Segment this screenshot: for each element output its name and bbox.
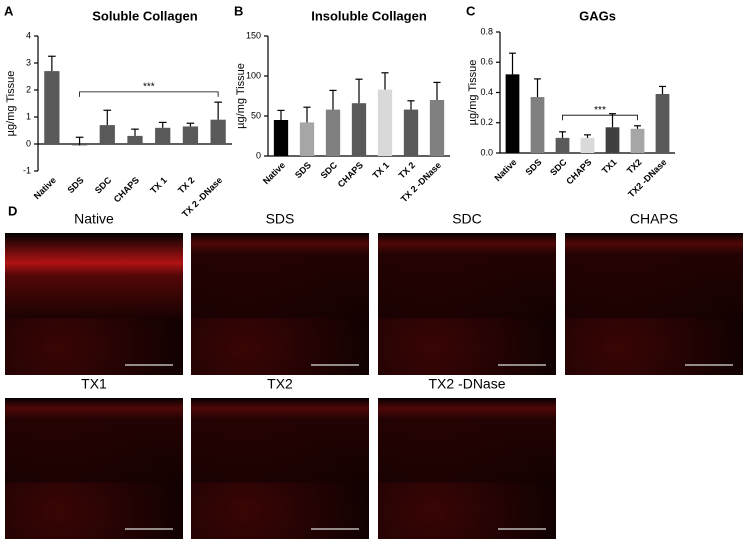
- y-tick-label: 0.8: [480, 26, 493, 36]
- y-axis-label: µg/mg Tissue: [467, 60, 479, 126]
- bar: [630, 128, 645, 153]
- x-tick-label: SDS: [523, 157, 543, 177]
- panel-label: C: [466, 3, 476, 18]
- y-tick-label: 3: [26, 57, 31, 67]
- bar: [99, 125, 115, 144]
- image-label: TX2 -DNase: [428, 376, 505, 392]
- bar: [299, 122, 315, 156]
- x-tick-label: TX 2: [176, 175, 197, 196]
- x-tick-label: CHAPS: [564, 157, 593, 186]
- y-tick-label: 0: [256, 150, 261, 160]
- panel-label: A: [4, 3, 14, 18]
- x-tick-label: Native: [261, 160, 287, 186]
- image-label: SDS: [266, 211, 295, 227]
- y-tick-label: 100: [246, 70, 261, 80]
- bar: [182, 126, 199, 144]
- image-label: SDC: [452, 211, 482, 227]
- tissue-edge: [191, 233, 369, 319]
- tissue-edge: [5, 233, 183, 319]
- image-label: Native: [74, 211, 114, 227]
- bar: [403, 109, 419, 156]
- y-tick-label: -1: [23, 165, 31, 175]
- x-tick-label: CHAPS: [112, 175, 141, 204]
- x-tick-label: SDS: [66, 175, 86, 195]
- panel-label: B: [234, 3, 243, 18]
- bar: [377, 89, 393, 156]
- x-tick-label: SDS: [293, 160, 313, 180]
- bar: [273, 120, 289, 156]
- y-tick-label: 4: [26, 30, 31, 40]
- x-tick-label: Native: [492, 157, 518, 183]
- bar: [325, 109, 341, 156]
- x-tick-label: Native: [32, 175, 58, 201]
- y-tick-label: 0.6: [480, 57, 493, 67]
- x-tick-label: TX 1: [148, 175, 169, 196]
- chart-title: GAGs: [579, 8, 616, 23]
- x-tick-label: SDC: [93, 175, 114, 196]
- image-label: TX2: [267, 376, 293, 392]
- chart-title: Soluble Collagen: [92, 8, 198, 23]
- significance-bracket: [562, 114, 638, 121]
- bar: [555, 137, 570, 153]
- y-tick-label: 150: [246, 30, 261, 40]
- bar: [605, 127, 620, 153]
- y-tick-label: 0.4: [480, 87, 493, 97]
- bar: [505, 74, 520, 153]
- bar: [530, 97, 545, 153]
- y-tick-label: 0: [26, 138, 31, 148]
- tissue-edge: [191, 398, 369, 483]
- y-tick-label: 0.2: [480, 117, 493, 127]
- bar: [580, 137, 595, 153]
- y-tick-label: 0.0: [480, 147, 493, 157]
- tissue-edge: [378, 233, 556, 319]
- y-tick-label: 2: [26, 84, 31, 94]
- bar: [655, 94, 670, 153]
- bar: [44, 71, 60, 144]
- x-tick-label: TX2: [625, 157, 644, 176]
- bar: [127, 135, 143, 144]
- y-axis-label: µg/mg Tissue: [5, 71, 17, 137]
- x-tick-label: TX1: [600, 157, 619, 176]
- y-axis-label: µg/mg Tissue: [235, 63, 247, 129]
- bar: [429, 100, 445, 156]
- significance-label: ***: [143, 82, 155, 93]
- tissue-edge: [378, 398, 556, 483]
- significance-label: ***: [594, 105, 606, 116]
- significance-bracket: [79, 91, 219, 97]
- x-tick-label: SDC: [548, 157, 569, 178]
- chart-title: Insoluble Collagen: [311, 8, 427, 23]
- image-label: TX1: [81, 376, 107, 392]
- bar: [351, 103, 367, 156]
- y-tick-label: 1: [26, 111, 31, 121]
- x-tick-label: CHAPS: [336, 160, 365, 189]
- x-tick-label: TX 2: [397, 160, 418, 181]
- x-tick-label: SDC: [319, 160, 340, 181]
- image-label: CHAPS: [630, 211, 678, 227]
- tissue-edge: [565, 233, 743, 319]
- panel-label: D: [8, 203, 17, 218]
- bar: [210, 119, 226, 144]
- y-tick-label: 50: [251, 110, 261, 120]
- x-tick-label: TX 1: [371, 160, 392, 181]
- tissue-edge: [5, 398, 183, 483]
- bar: [155, 127, 171, 144]
